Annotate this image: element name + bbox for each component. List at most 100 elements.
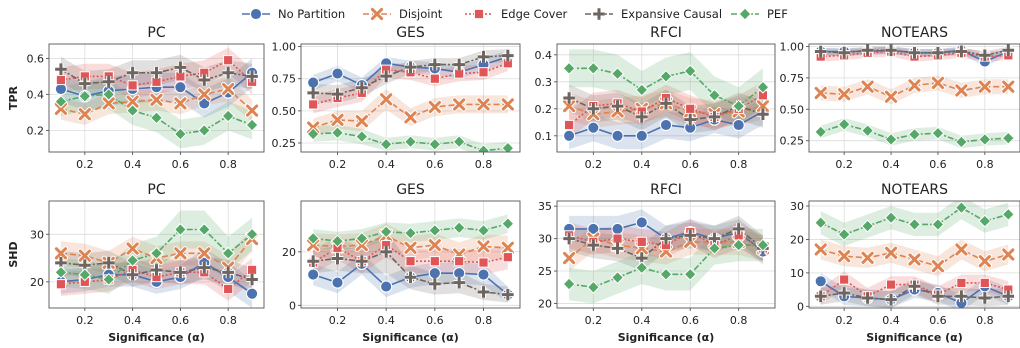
data-point	[956, 277, 967, 289]
data-point	[308, 99, 319, 110]
data-point	[502, 252, 513, 263]
data-point	[861, 219, 875, 233]
data-point	[380, 246, 392, 258]
data-point	[931, 217, 945, 231]
data-point	[379, 225, 393, 239]
y-tick-label: 0	[289, 299, 296, 312]
data-point	[356, 81, 368, 94]
data-point	[126, 268, 139, 281]
series-points-expansive-causal	[55, 257, 258, 286]
data-point	[127, 80, 138, 91]
data-point	[222, 266, 234, 279]
y-tick-label: 30	[30, 228, 44, 241]
y-tick-label: 1.00	[272, 41, 297, 54]
data-point	[562, 129, 576, 142]
data-point	[837, 249, 852, 264]
series-points-expansive-causal	[307, 246, 514, 301]
data-point	[197, 246, 212, 261]
data-point	[885, 44, 897, 57]
data-point	[379, 92, 394, 107]
data-point	[636, 236, 647, 247]
data-point	[500, 97, 515, 112]
data-point	[954, 135, 968, 149]
data-point	[197, 123, 211, 137]
data-point	[149, 92, 164, 107]
legend-item-expansive-causal: Expansive Causal	[585, 7, 722, 21]
data-point	[149, 246, 164, 260]
data-point	[732, 223, 745, 235]
panel-shd-notears: 0 10 20 30 0.2 0.4 0.6 0.8 NOTEARS Significance (…	[790, 182, 1020, 344]
data-point	[53, 101, 69, 116]
data-point	[102, 87, 116, 101]
data-point	[611, 67, 625, 81]
panel-shd-ges: 0 20 0.2 0.4 0.6 0.8 GES Significance (α)	[282, 182, 521, 344]
data-point	[478, 257, 489, 268]
data-point	[814, 125, 828, 139]
data-point	[331, 276, 344, 289]
data-point	[683, 64, 697, 78]
data-point	[883, 89, 899, 104]
x-tick-label: 0.8	[475, 158, 493, 171]
y-axis-label: SHD	[7, 241, 20, 267]
data-point	[683, 234, 698, 249]
data-point	[502, 288, 514, 301]
data-point	[611, 222, 624, 236]
data-point	[635, 111, 648, 123]
y-tick-label: 0.2	[535, 103, 553, 116]
data-point	[150, 67, 163, 79]
data-point	[586, 61, 600, 75]
data-point	[380, 280, 393, 293]
series-line-pef	[60, 228, 253, 281]
data-point	[54, 265, 68, 279]
data-point	[659, 69, 673, 83]
series-line-expansive-causal	[820, 49, 1009, 57]
data-point	[452, 135, 466, 149]
y-tick-label: 30	[790, 200, 804, 213]
x-tick-label: 0.2	[329, 314, 347, 327]
data-point	[55, 63, 67, 75]
data-point	[587, 222, 600, 236]
data-point	[355, 130, 369, 144]
data-point	[977, 79, 992, 94]
data-point	[102, 76, 115, 88]
x-tick-label: 0.2	[76, 314, 94, 327]
data-point	[476, 144, 491, 152]
series-points-disjoint	[813, 75, 1016, 104]
data-point	[452, 221, 466, 235]
series-points-pef	[814, 201, 1015, 241]
plot-frame	[300, 200, 521, 309]
x-tick-label: 0.8	[219, 158, 237, 171]
data-point	[55, 279, 67, 290]
plot-frame	[300, 43, 521, 153]
data-point	[77, 107, 92, 122]
data-point	[355, 231, 369, 245]
data-point	[429, 73, 440, 84]
legend-marker	[473, 8, 485, 20]
data-point	[477, 286, 490, 298]
data-point	[245, 227, 259, 241]
series-points-disjoint	[306, 92, 515, 135]
data-point	[978, 132, 992, 146]
y-tick-label: 0.3	[535, 76, 553, 89]
data-point	[954, 242, 969, 257]
panel-title: GES	[396, 25, 425, 41]
series-points-pef	[54, 223, 259, 286]
data-point	[428, 267, 441, 280]
data-point	[1001, 207, 1015, 221]
legend-item-no-partition: No Partition	[242, 7, 345, 21]
data-point	[978, 214, 992, 228]
data-point	[428, 137, 442, 151]
data-point	[428, 223, 442, 237]
data-point	[55, 74, 67, 86]
data-point	[246, 264, 258, 276]
data-point	[885, 293, 897, 306]
panels: 0.2 0.4 0.6 0.2 0.4 0.6 0.8 PC TPR 0.25 0.50 0.75 1.…	[7, 25, 1020, 344]
data-point	[427, 99, 442, 115]
x-tick-label: 0.8	[219, 314, 237, 327]
series-line-pef	[60, 93, 253, 135]
x-tick-label: 0.6	[426, 314, 444, 327]
y-tick-label: 0.25	[780, 135, 805, 148]
data-point	[755, 99, 770, 114]
data-point	[453, 58, 465, 71]
plot-frame	[556, 200, 776, 309]
